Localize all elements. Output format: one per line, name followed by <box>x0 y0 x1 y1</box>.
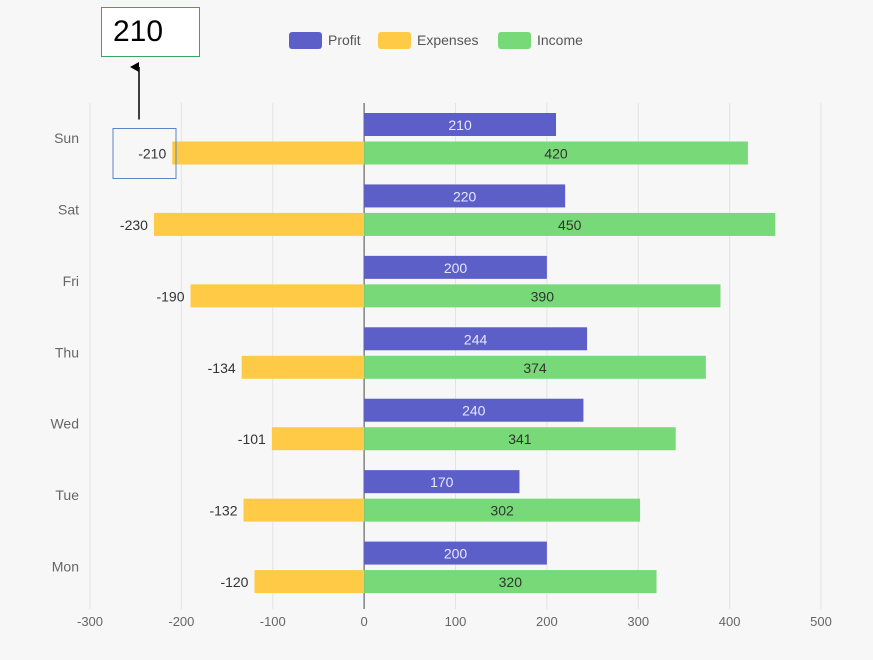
x-tick-label: -100 <box>260 614 286 629</box>
bar-expenses <box>172 141 365 165</box>
bar-profit <box>364 113 557 136</box>
bar-profit <box>364 470 520 494</box>
legend-swatch <box>378 32 411 49</box>
bar-expenses <box>243 498 365 522</box>
bar-income <box>364 141 748 165</box>
data-label-income: 390 <box>531 288 555 304</box>
data-label-profit: 240 <box>462 403 486 419</box>
bar-profit <box>364 255 547 279</box>
bar-profit <box>364 184 566 208</box>
data-label-profit: 210 <box>448 117 472 133</box>
legend-swatch <box>289 32 322 49</box>
bar-income <box>364 355 706 379</box>
data-label-expenses: -101 <box>238 431 266 447</box>
bar-expenses <box>241 355 365 379</box>
x-tick-label: 400 <box>719 614 741 629</box>
bar-profit <box>364 541 547 565</box>
x-tick-label: -200 <box>168 614 194 629</box>
legend-label: Expenses <box>417 32 478 48</box>
data-label-expenses: -134 <box>208 360 236 376</box>
y-category-label: Sun <box>54 130 79 146</box>
data-label-profit: 200 <box>444 260 468 276</box>
data-label-income: 341 <box>508 431 532 447</box>
data-label-income: 450 <box>558 217 582 233</box>
bar-profit <box>364 398 584 422</box>
data-label-expenses: -132 <box>209 503 237 519</box>
legend-label: Profit <box>328 32 361 48</box>
y-category-label: Tue <box>55 487 79 503</box>
legend-label: Income <box>537 32 583 48</box>
legend-swatch <box>498 32 531 49</box>
x-tick-label: 200 <box>536 614 558 629</box>
data-label-profit: 220 <box>453 188 477 204</box>
y-category-label: Fri <box>63 273 79 289</box>
data-label-expenses: -190 <box>156 288 184 304</box>
x-tick-label: 0 <box>361 614 368 629</box>
bar-income <box>364 570 657 594</box>
bar-expenses <box>271 427 365 451</box>
data-label-expenses: -120 <box>220 574 248 590</box>
answer-value: 210 <box>113 15 164 48</box>
data-label-income: 320 <box>499 574 523 590</box>
x-tick-label: 300 <box>627 614 649 629</box>
data-label-income: 374 <box>523 360 547 376</box>
data-label-expenses: -230 <box>120 217 148 233</box>
data-label-income: 420 <box>544 146 568 162</box>
bar-income <box>364 284 721 308</box>
bar-income <box>364 427 676 451</box>
y-category-label: Sat <box>58 201 79 217</box>
data-label-profit: 200 <box>444 546 468 562</box>
x-tick-label: -300 <box>77 614 103 629</box>
answer-box: 210 <box>101 7 200 57</box>
bar-income <box>364 212 776 236</box>
bar-expenses <box>254 570 365 594</box>
bar-expenses <box>153 212 365 236</box>
x-tick-label: 500 <box>810 614 832 629</box>
bar-income <box>364 498 641 522</box>
data-label-expenses: -210 <box>138 146 166 162</box>
y-category-label: Thu <box>55 344 79 360</box>
bar-expenses <box>190 284 365 308</box>
x-tick-label: 100 <box>445 614 467 629</box>
data-label-profit: 170 <box>430 474 454 490</box>
y-category-label: Wed <box>50 416 79 432</box>
bar-profit <box>364 327 588 351</box>
highlight-box <box>112 128 177 179</box>
y-category-label: Mon <box>52 559 79 575</box>
data-label-profit: 244 <box>464 331 488 347</box>
data-label-income: 302 <box>490 503 514 519</box>
